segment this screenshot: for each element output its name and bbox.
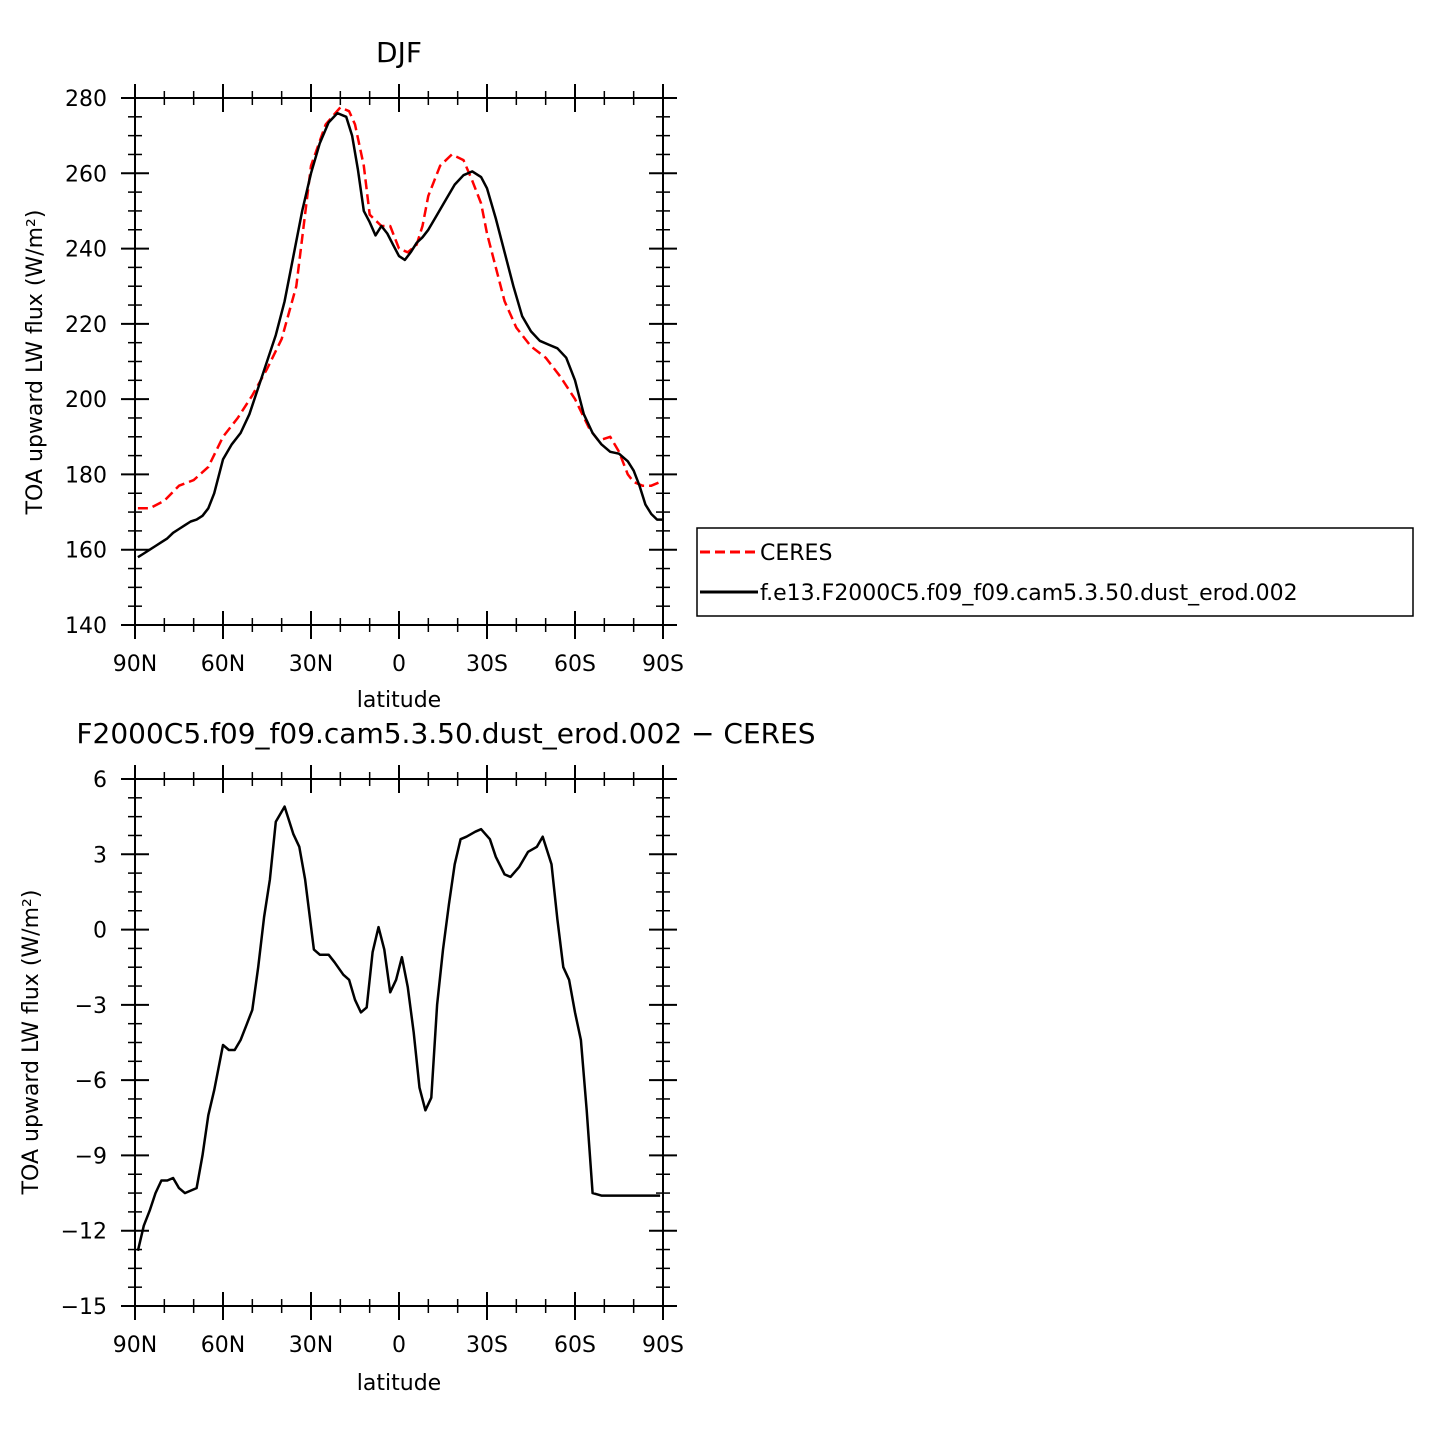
bottom-y-tick-label: 3 [93, 843, 107, 868]
bottom-y-tick-label: −6 [75, 1069, 107, 1094]
top-y-tick-label: 220 [65, 313, 107, 338]
bottom-x-tick-label: 60S [554, 1333, 596, 1358]
bottom-x-tick-label: 0 [392, 1333, 406, 1358]
bottom-plot-frame [134, 778, 664, 1307]
top-plot-area [137, 106, 663, 559]
top-series-line-ceres [137, 106, 661, 510]
legend-box [696, 527, 1414, 617]
bottom-y-tick-label: 0 [93, 919, 107, 944]
top-x-tick-label: 60S [554, 652, 596, 677]
bottom-x-tick-label: 90S [642, 1333, 684, 1358]
top-y-tick-label: 240 [65, 238, 107, 263]
bottom-y-tick-label: −3 [75, 994, 107, 1019]
bottom-y-tick-label: −9 [75, 1144, 107, 1169]
top-y-tick-label: 180 [65, 463, 107, 488]
top-y-tick-label: 280 [65, 87, 107, 112]
bottom-plot-title: F2000C5.f09_f09.cam5.3.50.dust_erod.002 … [76, 717, 815, 750]
bottom-x-tick-label: 90N [113, 1333, 157, 1358]
top-x-tick-label: 60N [201, 652, 245, 677]
bottom-x-tick-label: 30S [466, 1333, 508, 1358]
bottom-y-tick-label: −15 [61, 1295, 107, 1320]
top-y-tick-label: 160 [65, 539, 107, 564]
top-y-axis-title: TOA upward LW flux (W/m²) [23, 210, 48, 516]
top-x-tick-label: 90S [642, 652, 684, 677]
top-x-tick-label: 30S [466, 652, 508, 677]
top-y-tick-label: 200 [65, 388, 107, 413]
bottom-ticks: −15 −12 −9 −6 −3 0 3 6 90N 60N 30N 0 30S 60S 90S [61, 765, 684, 1358]
top-y-tick-label: 260 [65, 162, 107, 187]
legend-label-model: f.e13.F2000C5.f09_f09.cam5.3.50.dust_ero… [760, 581, 1298, 606]
bottom-y-tick-label: −12 [61, 1220, 107, 1245]
legend-label-ceres: CERES [760, 541, 832, 566]
bottom-x-tick-label: 30N [289, 1333, 333, 1358]
top-plot-frame [134, 97, 664, 626]
top-y-tick-label: 140 [65, 614, 107, 639]
bottom-y-axis-title: TOA upward LW flux (W/m²) [19, 890, 44, 1196]
top-x-axis-title: latitude [357, 688, 441, 713]
bottom-x-axis-title: latitude [357, 1371, 441, 1396]
top-panel: DJF 140 160 180 200 220 240 260 280 90N 60N 30N 0 30… [23, 36, 684, 713]
bottom-panel: F2000C5.f09_f09.cam5.3.50.dust_erod.002 … [19, 717, 816, 1396]
top-x-tick-label: 30N [289, 652, 333, 677]
bottom-series-line-difference [136, 805, 661, 1252]
top-plot-title: DJF [376, 36, 422, 69]
top-ticks: 140 160 180 200 220 240 260 280 90N 60N 30N 0 30S 60S… [65, 84, 684, 677]
bottom-x-tick-label: 60N [201, 1333, 245, 1358]
legend: CERES f.e13.F2000C5.f09_f09.cam5.3.50.du… [696, 527, 1414, 617]
top-x-tick-label: 0 [392, 652, 406, 677]
bottom-plot-area [136, 805, 661, 1252]
top-x-tick-label: 90N [113, 652, 157, 677]
top-series-line-f-e13-f2000c5-f09-f09-ca [137, 111, 663, 559]
bottom-y-tick-label: 6 [93, 768, 107, 793]
